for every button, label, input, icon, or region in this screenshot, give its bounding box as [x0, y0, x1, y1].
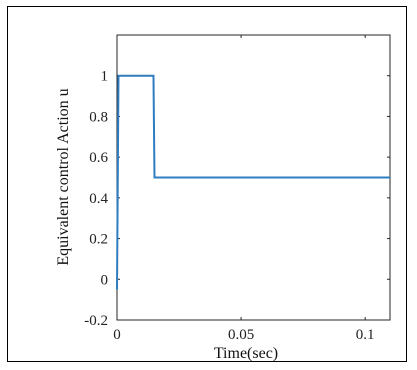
series-layer: [116, 74, 390, 290]
y-tick-label: 1: [101, 69, 109, 85]
tick-marks: [116, 35, 390, 321]
x-tick-label: 0.05: [228, 327, 254, 343]
y-tick-label: -0.2: [84, 313, 108, 329]
x-axis-label: Time(sec): [214, 345, 278, 362]
y-axis-label: Equivalent control Action u: [55, 88, 72, 265]
x-tick-label: 0: [113, 327, 121, 343]
y-tick-label: 0: [101, 272, 109, 288]
y-tick-label: 0.2: [89, 232, 108, 248]
series-line-0: [116, 74, 390, 290]
tick-labels: -0.2 0 0.2 0.4 0.6 0.8 1 0 0.05 0.1: [84, 69, 374, 343]
y-tick-label: 0.6: [89, 150, 108, 166]
y-tick-label: 0.8: [89, 109, 108, 125]
x-tick-label: 0.1: [356, 327, 375, 343]
y-tick-label: 0.4: [89, 191, 108, 207]
